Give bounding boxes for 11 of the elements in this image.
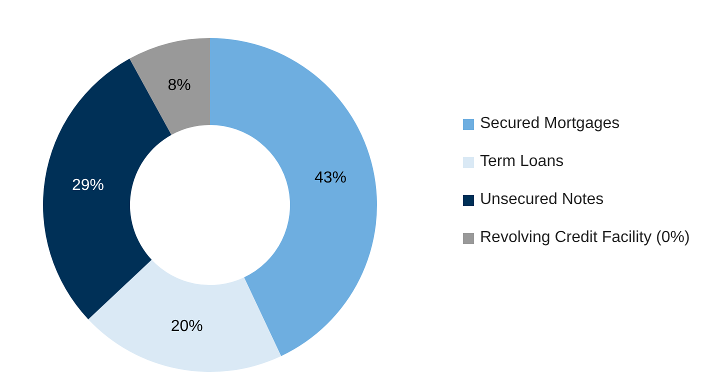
data-label: 8% xyxy=(168,76,191,94)
donut-slice xyxy=(130,38,210,135)
legend-label: Revolving Credit Facility (0%) xyxy=(480,229,690,247)
legend-label: Term Loans xyxy=(480,153,564,171)
donut-slice xyxy=(88,260,282,372)
legend-label: Unsecured Notes xyxy=(480,191,604,209)
data-label: 20% xyxy=(170,318,203,335)
data-label: 43% xyxy=(314,170,347,187)
legend-label: Secured Mortgages xyxy=(480,115,620,133)
donut-slice xyxy=(210,38,377,356)
data-label: 29% xyxy=(72,177,104,194)
